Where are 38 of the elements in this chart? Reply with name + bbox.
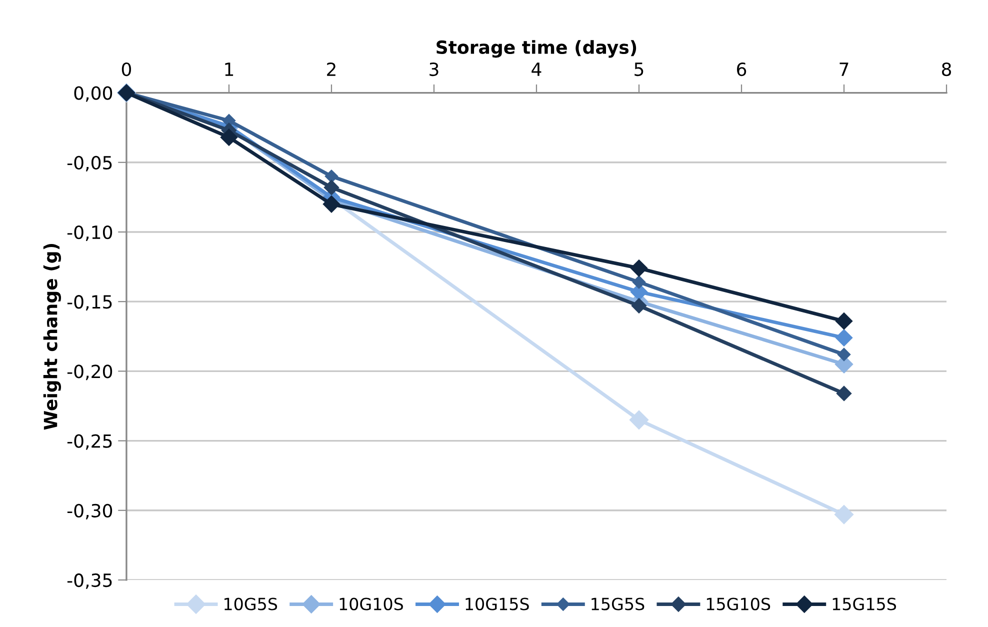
point	[322, 196, 340, 213]
point	[834, 505, 854, 524]
y-tick-label: -0,10	[67, 225, 112, 241]
x-tick-label: 7	[840, 62, 848, 76]
y-tick-label: -0,25	[67, 434, 112, 450]
x-tick-label: 8	[942, 62, 952, 76]
x-tick-label: 0	[122, 62, 132, 76]
x-tick-label: 2	[327, 62, 336, 76]
x-tick-label: 1	[225, 62, 234, 76]
y-tick-label: -0,30	[67, 504, 112, 520]
x-tick-label: 4	[532, 62, 542, 76]
point	[631, 298, 647, 314]
y-tick-label: -0,35	[67, 573, 112, 589]
y-tick-label: -0,20	[67, 364, 112, 380]
point	[324, 180, 340, 196]
point	[835, 329, 853, 346]
legend-label: 10G10S	[340, 598, 403, 610]
legend-label: 10G5S	[224, 598, 278, 610]
x-tick-label: 3	[430, 62, 438, 76]
legend-label: 10G15S	[466, 598, 529, 610]
y-tick-label: -0,05	[67, 156, 112, 172]
point	[837, 348, 851, 362]
x-axis-title: Storage time (days)	[436, 40, 636, 58]
point	[835, 312, 853, 330]
x-tick-label: 6	[737, 62, 746, 76]
point	[836, 386, 852, 402]
point	[629, 410, 649, 430]
legend-label: 15G15S	[832, 598, 896, 610]
legend-label: 15G5S	[592, 598, 644, 610]
x-tick-label: 5	[634, 62, 644, 76]
y-tick-label: 0,00	[74, 86, 112, 102]
point	[324, 170, 338, 183]
legend-label: 15G10S	[706, 598, 770, 610]
point	[630, 260, 648, 277]
y-axis-title: Weight change (g)	[43, 244, 61, 430]
y-tick-label: -0,15	[67, 295, 112, 311]
point	[220, 128, 238, 146]
point	[632, 276, 646, 289]
